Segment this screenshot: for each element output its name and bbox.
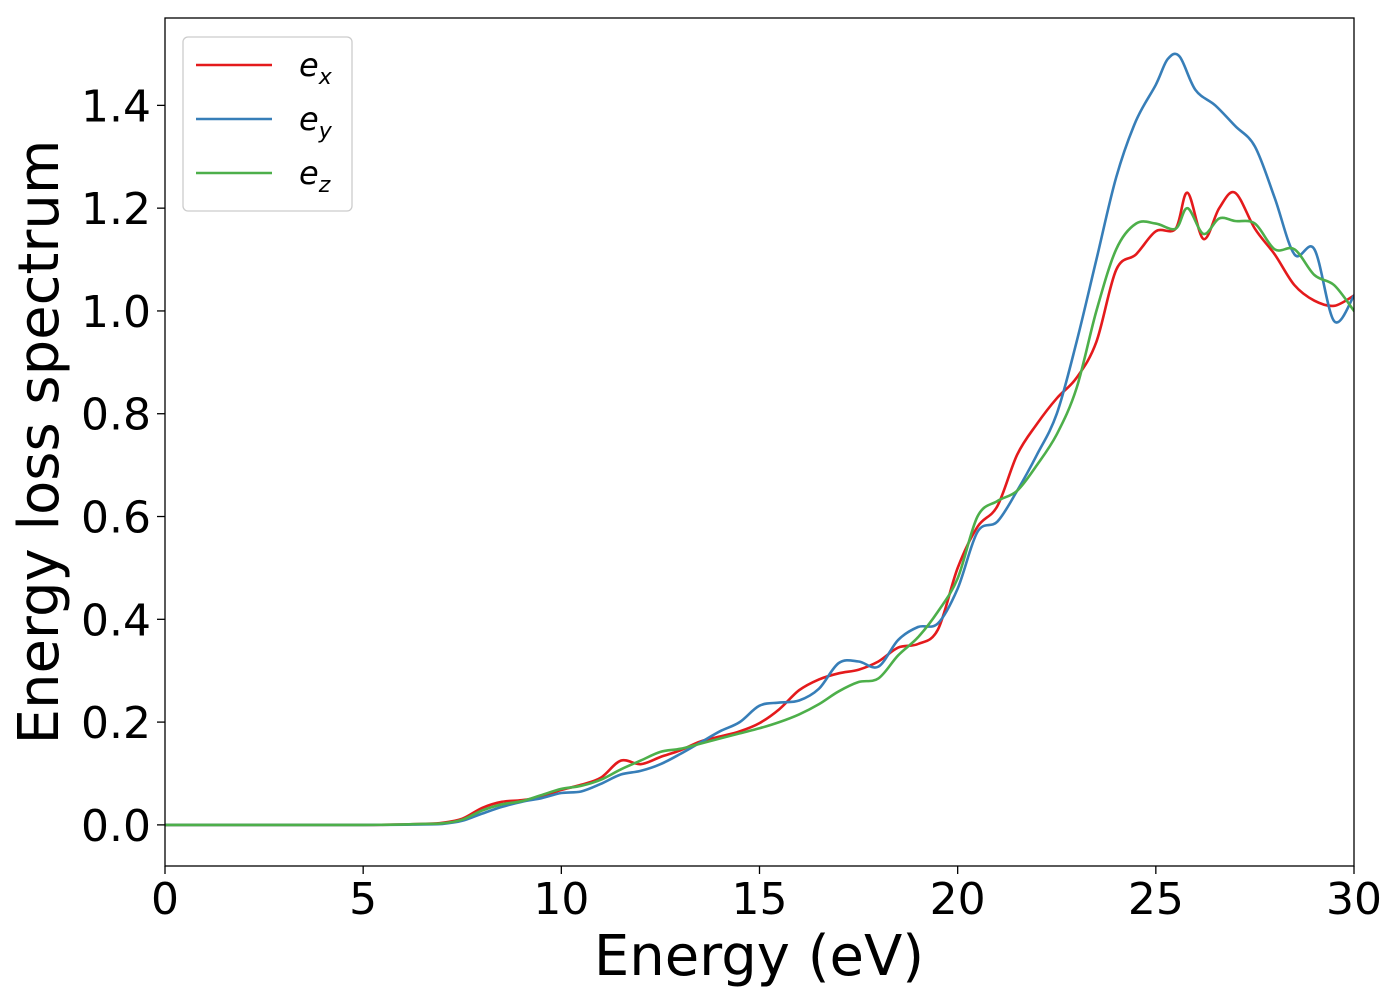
legend-label-ez: ez bbox=[299, 154, 331, 198]
legend-frame bbox=[182, 36, 353, 212]
plot-area bbox=[165, 18, 1354, 866]
x-tick-label: 0 bbox=[151, 874, 179, 925]
x-tick-label: 30 bbox=[1326, 874, 1382, 925]
x-tick-label: 5 bbox=[349, 874, 377, 925]
y-tick-label: 1.0 bbox=[81, 287, 151, 338]
y-axis: 0.0 0.2 0.4 0.6 0.8 1.0 1.2 1.4 bbox=[81, 81, 165, 852]
legend-label-ey: ey bbox=[299, 100, 333, 144]
x-tick-label: 15 bbox=[732, 874, 788, 925]
series-line-ey bbox=[165, 52, 1354, 827]
y-axis-title: Energy loss spectrum bbox=[7, 140, 72, 745]
x-axis-title: Energy (eV) bbox=[594, 924, 924, 989]
y-tick-label: 0.6 bbox=[81, 493, 151, 544]
legend: ex ey ez bbox=[182, 36, 353, 212]
series-layer bbox=[165, 52, 1354, 827]
y-tick-label: 1.4 bbox=[81, 81, 151, 132]
x-axis: 0 5 10 15 20 25 30 bbox=[151, 866, 1382, 925]
y-tick-label: 0.2 bbox=[81, 698, 151, 749]
x-tick-label: 20 bbox=[930, 874, 986, 925]
y-tick-label: 1.2 bbox=[81, 184, 151, 235]
series-line-ez bbox=[165, 206, 1354, 827]
y-tick-label: 0.4 bbox=[81, 595, 151, 646]
y-tick-label: 0.0 bbox=[81, 801, 151, 852]
legend-label-ex: ex bbox=[299, 46, 333, 90]
x-tick-label: 10 bbox=[533, 874, 589, 925]
x-tick-label: 25 bbox=[1128, 874, 1184, 925]
y-tick-label: 0.8 bbox=[81, 390, 151, 441]
